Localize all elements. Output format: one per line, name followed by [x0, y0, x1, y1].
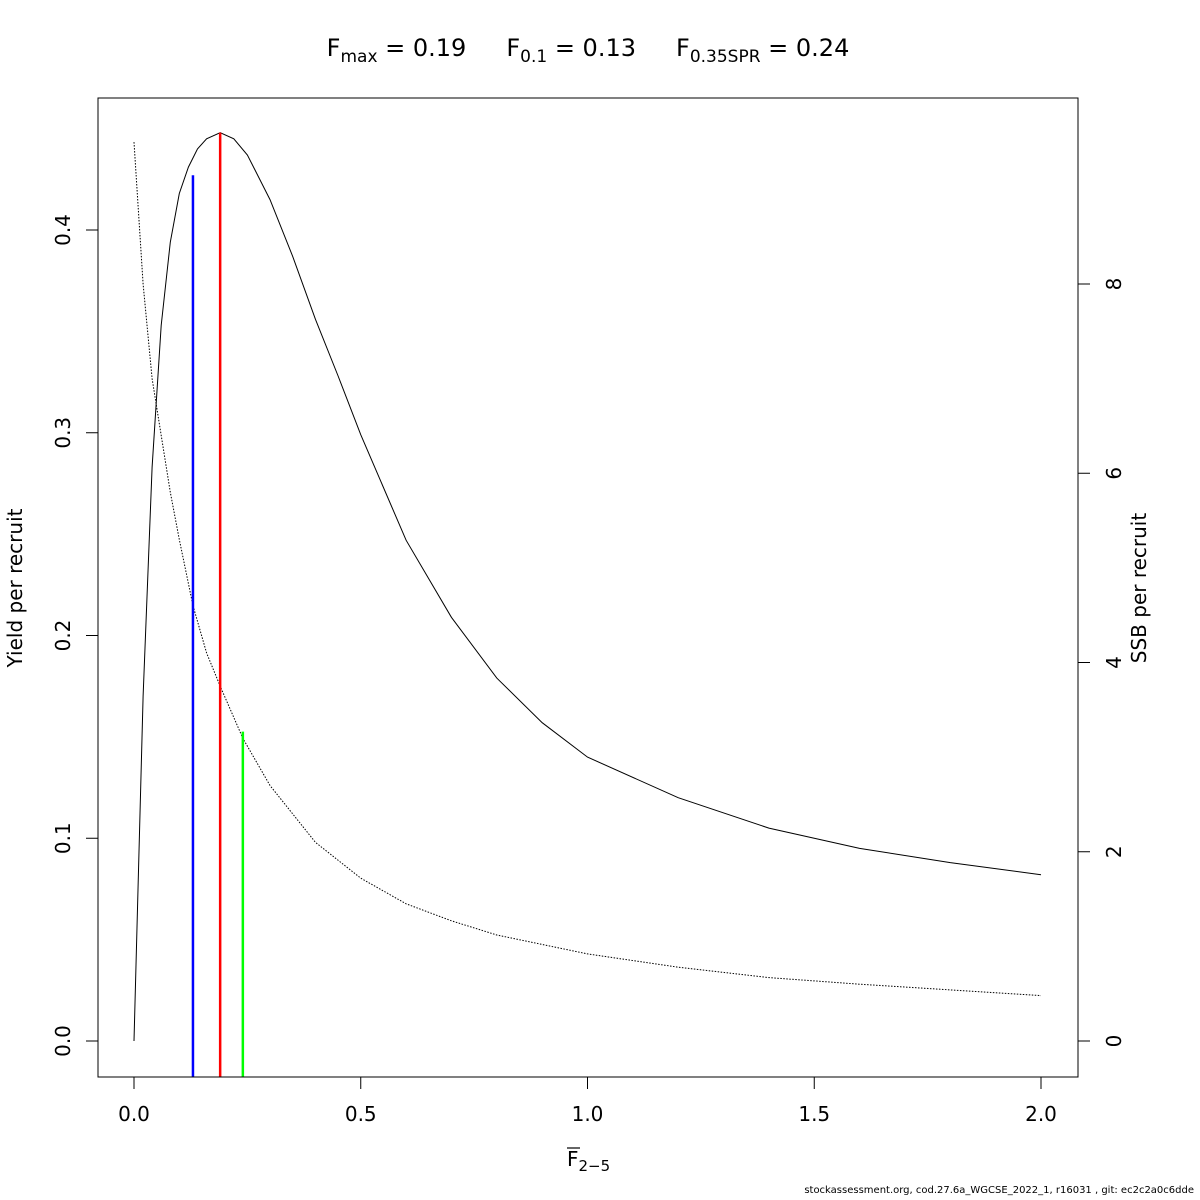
chart-title: Fmax = 0.19 F0.1 = 0.13 F0.35SPR = 0.24	[327, 34, 850, 67]
title-value: = 0.19	[378, 34, 467, 62]
y-left-tick-label: 0.2	[51, 620, 75, 652]
x-axis-label: F2−5	[567, 1147, 610, 1175]
y-left-tick-label: 0.1	[51, 822, 75, 854]
y-left-tick-label: 0.0	[51, 1025, 75, 1057]
y-right-tick-label: 4	[1102, 656, 1126, 669]
title-value: = 0.24	[761, 34, 850, 62]
y-right-tick-label: 6	[1102, 467, 1126, 480]
x-tick-label: 1.0	[572, 1102, 604, 1126]
x-axis-label-text: F2−5	[567, 1147, 610, 1175]
reference-lines	[191, 132, 245, 1077]
y-axis-left-label: Yield per recruit	[3, 508, 27, 668]
y-axis-right-label: SSB per recruit	[1127, 513, 1151, 664]
y-right-tick-label: 8	[1102, 278, 1126, 291]
title-symbol: F	[506, 34, 520, 62]
series-layer	[133, 132, 1042, 1042]
footer-note: stockassessment.org, cod.27.6a_WGCSE_202…	[804, 1185, 1194, 1196]
x-axis: 0.0 0.5 1.0 1.5 2.0	[118, 1076, 1057, 1126]
y-axis-right: 0 2 4 6 8	[1078, 278, 1126, 1048]
x-tick-label: 0.5	[345, 1102, 377, 1126]
x-label-symbol: F	[567, 1147, 579, 1171]
title-value: = 0.13	[547, 34, 636, 62]
chart-title-text: Fmax = 0.19 F0.1 = 0.13 F0.35SPR = 0.24	[327, 34, 850, 67]
title-symbol: F	[327, 34, 341, 62]
yield-per-recruit-line	[133, 132, 1042, 1042]
x-tick-label: 0.0	[118, 1102, 150, 1126]
x-tick-label: 2.0	[1025, 1102, 1057, 1126]
title-symbol: F	[676, 34, 690, 62]
title-subscript: max	[340, 47, 377, 67]
y-right-tick-label: 2	[1102, 845, 1126, 858]
y-right-tick-label: 0	[1102, 1035, 1126, 1048]
x-tick-label: 1.5	[798, 1102, 830, 1126]
title-subscript: 0.35SPR	[690, 47, 761, 67]
x-label-subscript: 2−5	[579, 1157, 611, 1175]
title-subscript: 0.1	[520, 47, 547, 67]
plot-frame	[97, 97, 1079, 1078]
y-left-tick-label: 0.4	[51, 214, 75, 246]
y-left-tick-label: 0.3	[51, 417, 75, 449]
ssb-per-recruit-line	[133, 142, 1042, 997]
y-axis-left: 0.0 0.1 0.2 0.3 0.4	[51, 214, 98, 1057]
